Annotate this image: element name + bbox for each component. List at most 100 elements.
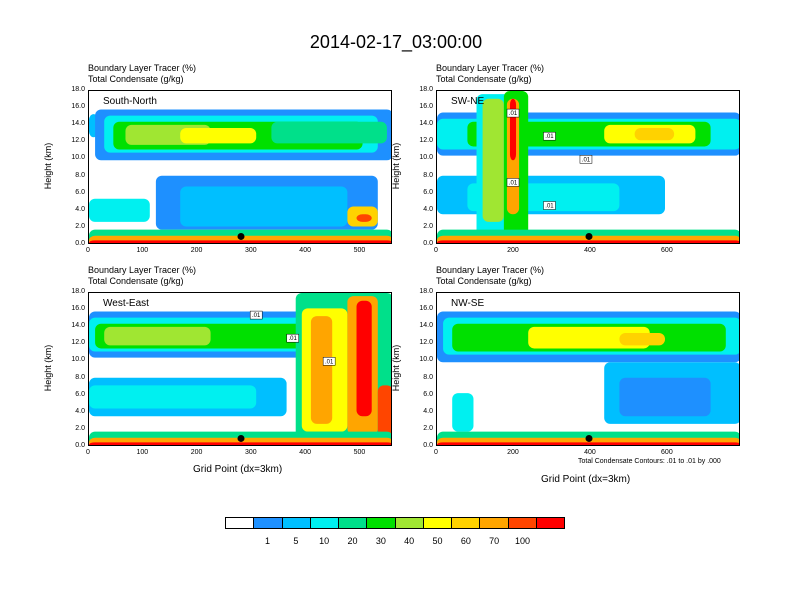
y-tick-label: 2.0 [423,222,433,230]
plot-area: .01 .01 .01 West-East [88,292,392,446]
contour-label-box [322,357,336,366]
heatmap-svg [437,311,739,445]
heatmap-band [619,333,665,346]
heatmap-band [619,377,711,417]
x-tick-label: 500 [353,247,366,254]
contour-label-box [506,178,520,187]
y-tick-label: 6.0 [75,390,85,398]
y-axis-label: Height (km) [43,142,53,190]
plot-area: .01 .01 .01 .01 .01 SW-NE [436,90,740,244]
colorbar-swatch [480,518,509,528]
y-tick-label: 16.0 [71,103,85,111]
contour-label: .01 [252,313,261,319]
colorbar-swatch [536,518,564,528]
y-tick-label: 4.0 [423,205,433,213]
colorbar-swatch [282,518,311,528]
contour-label-box [579,155,593,164]
heatmap-band [310,316,333,424]
heatmap-band [89,385,257,409]
colorbar-label: 40 [404,536,415,546]
x-tick-label: 600 [661,449,673,456]
y-tick-label: 18.0 [419,288,433,295]
heatmap-band [634,127,675,141]
y-tick-label: 18.0 [71,86,85,93]
panel-name: West-East [103,298,149,309]
y-tick-label: 2.0 [75,222,85,230]
x-tick-label: 200 [190,449,203,456]
y-tick-label: 10.0 [71,154,85,162]
y-tick-label: 16.0 [419,305,433,313]
contour-label-box [249,310,263,320]
y-tick-label: 12.0 [71,339,85,347]
colorbar-swatch [226,518,255,528]
location-marker [237,434,245,442]
y-tick-label: 0.0 [423,442,433,449]
y-tick-label: 0.0 [75,240,85,247]
y-axis-label: Height (km) [391,344,401,392]
x-tick-label: 0 [86,247,90,254]
y-tick-label: 14.0 [71,322,85,330]
heatmap-band [180,127,257,144]
colorbar-label: 10 [319,536,330,546]
y-tick-label: 8.0 [423,373,433,381]
y-tick-label: 0.0 [75,442,85,449]
y-tick-label: 16.0 [419,103,433,111]
colorbar-swatch [452,518,481,528]
heatmap-band [528,326,650,349]
panel-name: NW-SE [451,298,485,309]
colorbar-swatch [367,518,396,528]
contour-label: .01 [545,134,554,140]
heatmap-svg: .01 .01 .01 [89,293,391,445]
panel-title-line: Total Condensate (g/kg) [88,276,184,286]
panel-name: South-North [103,96,157,107]
y-tick-label: 4.0 [75,205,85,213]
colorbar-label: 20 [347,536,358,546]
y-tick-label: 0.0 [423,240,433,247]
heatmap-band [104,326,211,346]
panel-title-line: Boundary Layer Tracer (%) [88,265,197,275]
y-tick-label: 18.0 [419,86,433,93]
contour-label-box [543,201,556,210]
x-tick-label: 200 [507,449,519,456]
colorbar-swatch [310,518,339,528]
panel-title-line: Boundary Layer Tracer (%) [88,63,197,73]
contour-label-box [506,108,520,118]
y-tick-label: 12.0 [419,137,433,145]
panel-name: SW-NE [451,96,485,107]
x-tick-label: 200 [190,247,203,254]
heatmap-band [356,214,372,222]
x-tick-label: 400 [584,449,596,456]
heatmap-band [89,240,391,243]
y-tick-label: 2.0 [423,424,433,432]
y-tick-label: 8.0 [75,171,85,179]
y-tick-label: 12.0 [419,339,433,347]
y-axis-label: Height (km) [391,142,401,190]
y-tick-label: 14.0 [71,120,85,128]
y-tick-label: 6.0 [75,188,85,196]
heatmap-svg: .01 .01 .01 .01 .01 [437,91,739,243]
colorbar [225,517,565,529]
y-tick-label: 4.0 [423,407,433,415]
x-tick-label: 400 [299,247,311,254]
colorbar-swatch [423,518,452,528]
colorbar-swatch [339,518,368,528]
y-tick-label: 8.0 [423,171,433,179]
contour-note: Total Condensate Contours: .01 to .01 by… [578,458,721,465]
x-axis-label-left: Grid Point (dx=3km) [193,464,283,475]
heatmap-band [509,98,517,161]
colorbar-label: 70 [489,536,500,546]
location-marker [237,232,245,240]
y-tick-label: 18.0 [71,288,85,295]
colorbar-swatch [508,518,537,528]
heatmap-band [452,393,474,432]
heatmap-band [271,121,387,144]
x-tick-label: 0 [434,247,438,254]
y-tick-label: 6.0 [423,188,433,196]
x-tick-label: 200 [507,247,519,254]
x-tick-label: 400 [299,449,311,456]
colorbar-label: 5 [293,536,299,546]
x-tick-label: 300 [245,247,257,254]
panel-title-line: Boundary Layer Tracer (%) [436,63,545,73]
panel-title-line: Total Condensate (g/kg) [436,74,532,84]
heatmap-band [437,442,739,445]
